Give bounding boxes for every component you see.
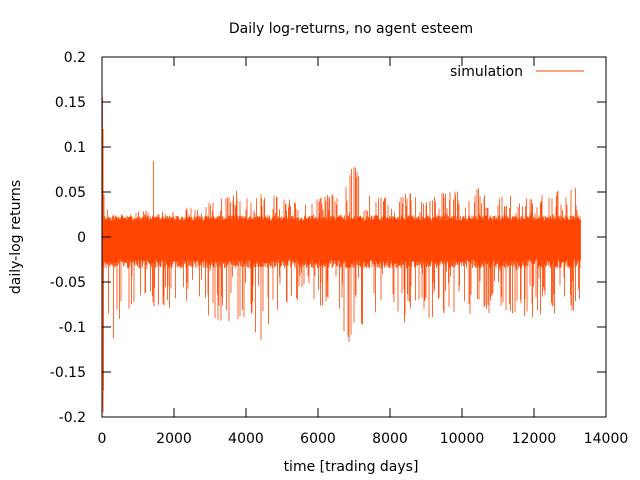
- x-tick-label: 6000: [300, 431, 336, 447]
- x-tick-label: 2000: [156, 431, 192, 447]
- plot-area: [101, 57, 581, 413]
- legend: simulation: [450, 64, 584, 80]
- y-tick-label: -0.05: [50, 275, 86, 291]
- y-tick-label: 0: [77, 230, 86, 246]
- y-tick-label: 0.1: [64, 140, 86, 156]
- y-tick-label: -0.15: [50, 365, 86, 381]
- x-tick-label: 4000: [228, 431, 264, 447]
- y-tick-label: -0.2: [59, 410, 86, 426]
- y-axis: -0.2 -0.15 -0.1 -0.05 0 0.05 0.1 0.15 0.2: [50, 50, 606, 426]
- x-tick-label: 14000: [584, 431, 629, 447]
- y-axis-label: daily-log returns: [8, 180, 24, 294]
- y-tick-label: 0.15: [55, 95, 86, 111]
- chart-title: Daily log-returns, no agent esteem: [229, 21, 473, 37]
- x-axis-label: time [trading days]: [284, 459, 419, 475]
- x-axis: 0 2000 4000 6000 8000 10000 12000 14000: [98, 57, 629, 447]
- x-tick-label: 10000: [440, 431, 485, 447]
- series-simulation: [101, 57, 581, 413]
- x-tick-label: 12000: [512, 431, 557, 447]
- x-tick-label: 8000: [372, 431, 408, 447]
- x-tick-label: 0: [98, 431, 107, 447]
- y-tick-label: 0.2: [64, 50, 86, 66]
- legend-label: simulation: [450, 64, 523, 80]
- series-line-simulation: [101, 57, 581, 413]
- y-tick-label: 0.05: [55, 185, 86, 201]
- y-tick-label: -0.1: [59, 320, 86, 336]
